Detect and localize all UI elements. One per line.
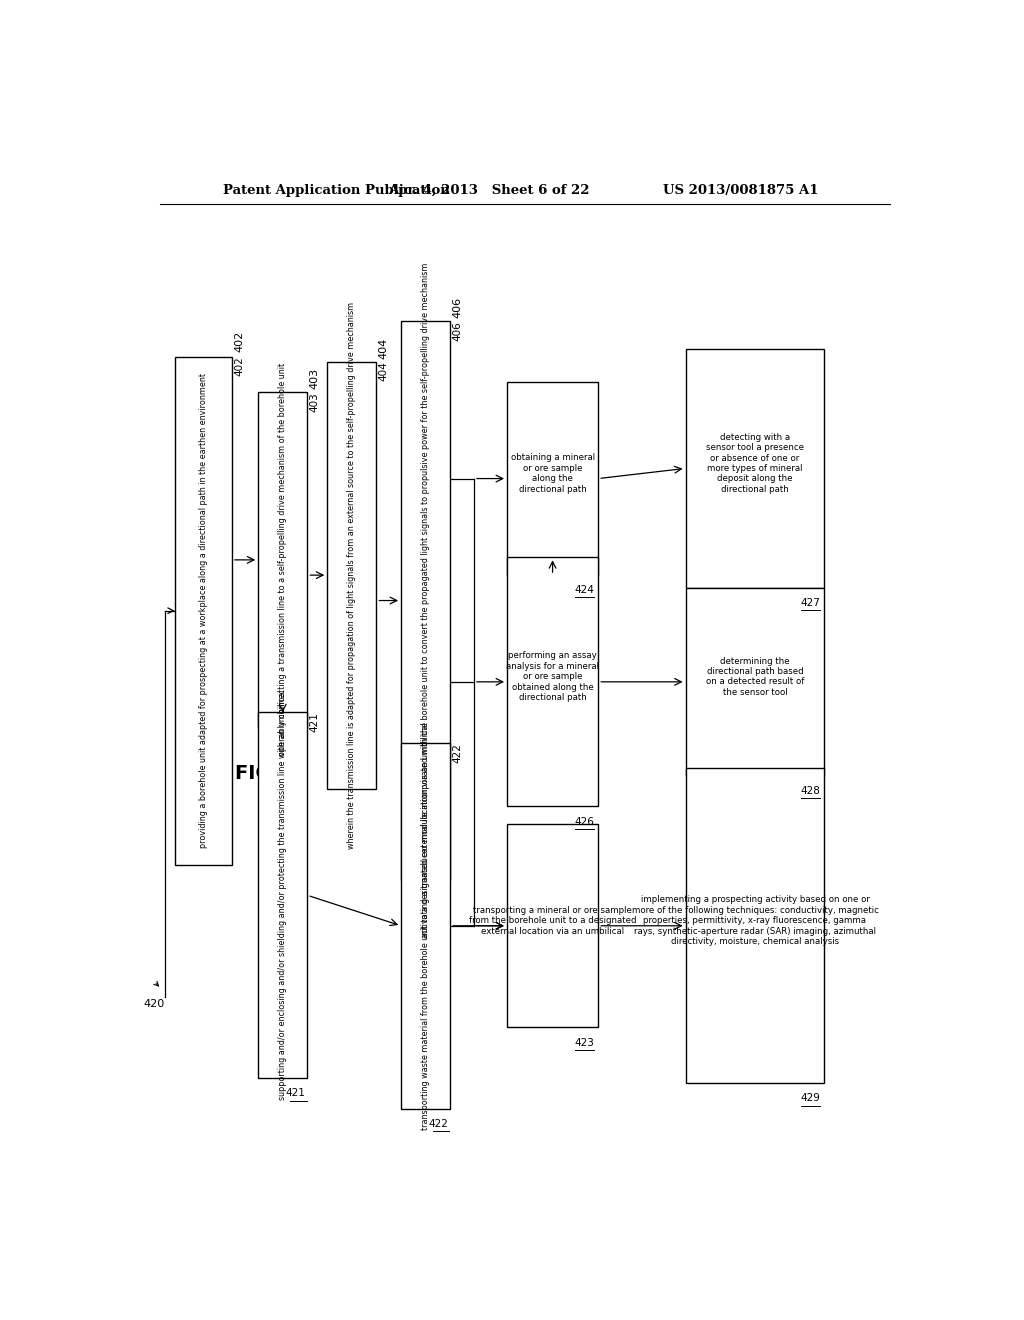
Text: 428: 428 (801, 785, 820, 796)
Bar (258, 392, 307, 727)
Bar (258, 713, 307, 1078)
Text: 422: 422 (429, 1119, 449, 1129)
Bar (328, 362, 377, 788)
Text: 427: 427 (801, 598, 820, 609)
Text: 402: 402 (234, 356, 245, 376)
Text: 426: 426 (574, 817, 594, 826)
Bar (507, 557, 598, 807)
Text: 403: 403 (309, 368, 319, 389)
Text: implementing a prospecting activity based on one or
more of the following techni: implementing a prospecting activity base… (632, 895, 879, 946)
Bar (401, 321, 451, 880)
Text: 429: 429 (801, 1093, 820, 1104)
Text: performing an assay
analysis for a mineral
or ore sample
obtained along the
dire: performing an assay analysis for a miner… (506, 652, 599, 702)
Text: 424: 424 (574, 585, 594, 595)
Bar (401, 743, 451, 1109)
Text: 402: 402 (234, 330, 245, 351)
Text: detecting with a
sensor tool a presence
or absence of one or
more types of miner: detecting with a sensor tool a presence … (706, 433, 804, 494)
Text: 406: 406 (453, 321, 463, 341)
Text: operably connecting a transmission line to a self-propelling drive mechanism of : operably connecting a transmission line … (279, 363, 288, 756)
Text: 403: 403 (309, 392, 319, 412)
Bar (685, 768, 824, 1084)
Text: FIG. 6: FIG. 6 (236, 764, 299, 783)
Text: 421: 421 (286, 1089, 306, 1098)
Text: transporting a mineral or ore sample
from the borehole unit to a designated
exte: transporting a mineral or ore sample fro… (469, 906, 636, 936)
Text: 421: 421 (309, 713, 319, 733)
Text: 404: 404 (379, 338, 389, 359)
Text: Patent Application Publication: Patent Application Publication (223, 185, 450, 198)
Bar (685, 587, 824, 776)
Text: US 2013/0081875 A1: US 2013/0081875 A1 (663, 185, 818, 198)
Text: obtaining a mineral
or ore sample
along the
directional path: obtaining a mineral or ore sample along … (511, 453, 595, 494)
Bar (507, 381, 598, 576)
Bar (685, 348, 824, 587)
Text: 423: 423 (574, 1038, 594, 1048)
Text: 422: 422 (453, 743, 463, 763)
Text: activating a transducer module incorporated with the borehole unit to convert th: activating a transducer module incorpora… (421, 263, 430, 939)
Text: transporting waste material from the borehole unit to a designated external loca: transporting waste material from the bor… (421, 722, 430, 1130)
Text: 404: 404 (379, 362, 389, 381)
Text: supporting and/or enclosing and/or shielding and/or protecting the transmission : supporting and/or enclosing and/or shiel… (279, 690, 288, 1101)
Bar (507, 824, 598, 1027)
Text: wherein the transmission line is adapted for propagation of light signals from a: wherein the transmission line is adapted… (347, 301, 356, 849)
Text: Apr. 4, 2013   Sheet 6 of 22: Apr. 4, 2013 Sheet 6 of 22 (388, 185, 590, 198)
Text: 406: 406 (453, 297, 463, 318)
Text: providing a borehole unit adapted for prospecting at a workplace along a directi: providing a borehole unit adapted for pr… (199, 374, 208, 849)
Text: 420: 420 (143, 999, 165, 1008)
Text: determining the
directional path based
on a detected result of
the sensor tool: determining the directional path based o… (706, 656, 804, 697)
Bar (175, 356, 232, 865)
